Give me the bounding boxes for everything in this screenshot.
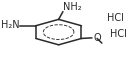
Text: O: O [93,33,101,43]
Text: HCl: HCl [107,13,123,23]
Text: H₂N: H₂N [1,20,20,30]
Text: NH₂: NH₂ [63,2,82,12]
Text: HCl: HCl [110,29,127,39]
